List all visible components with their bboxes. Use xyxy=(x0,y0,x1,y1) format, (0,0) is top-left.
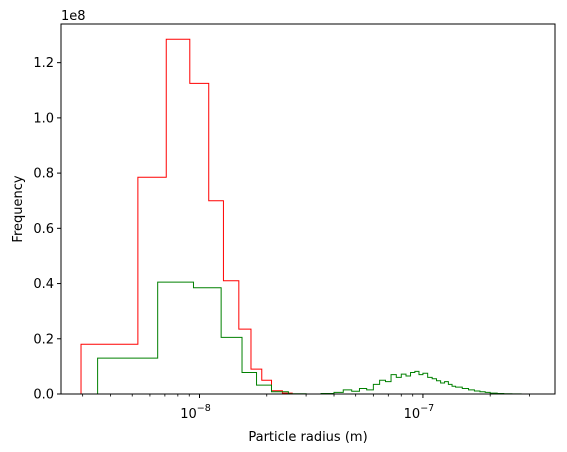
series-layer xyxy=(80,38,522,395)
y-tick-label: 0.8 xyxy=(33,167,54,182)
y-axis-label: Frequency xyxy=(11,175,26,242)
x-tick-label: 10−8 xyxy=(180,403,211,422)
axes-frame xyxy=(60,23,556,395)
x-axis-ticks: 10−8 10−7 xyxy=(82,394,530,422)
y-tick-label: 0.4 xyxy=(33,277,54,292)
y-tick-label: 0.0 xyxy=(33,388,54,403)
y-tick-label: 0.2 xyxy=(33,332,54,347)
y-axis-offset-label: 1e8 xyxy=(61,9,86,24)
histogram-series-1 xyxy=(80,38,293,394)
y-tick-label: 1.2 xyxy=(33,56,54,71)
x-tick-label: 10−7 xyxy=(404,403,435,422)
x-axis-label: Particle radius (m) xyxy=(248,430,367,445)
y-tick-label: 0.6 xyxy=(33,222,54,237)
y-axis-ticks: 0.0 0.2 0.4 0.6 0.8 1.0 1.2 xyxy=(33,56,61,403)
histogram-series-2 xyxy=(97,281,522,395)
plot-area xyxy=(60,23,556,395)
y-tick-label: 1.0 xyxy=(33,111,54,126)
